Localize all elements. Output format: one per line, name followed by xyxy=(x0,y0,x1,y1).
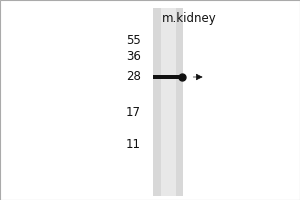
Text: 11: 11 xyxy=(126,138,141,152)
Text: 17: 17 xyxy=(126,106,141,119)
Text: 36: 36 xyxy=(126,50,141,63)
Bar xyxy=(153,75,183,79)
Text: m.kidney: m.kidney xyxy=(162,12,216,25)
Bar xyxy=(160,8,175,196)
Text: 28: 28 xyxy=(126,71,141,84)
Text: 55: 55 xyxy=(126,33,141,46)
Bar xyxy=(153,8,183,196)
